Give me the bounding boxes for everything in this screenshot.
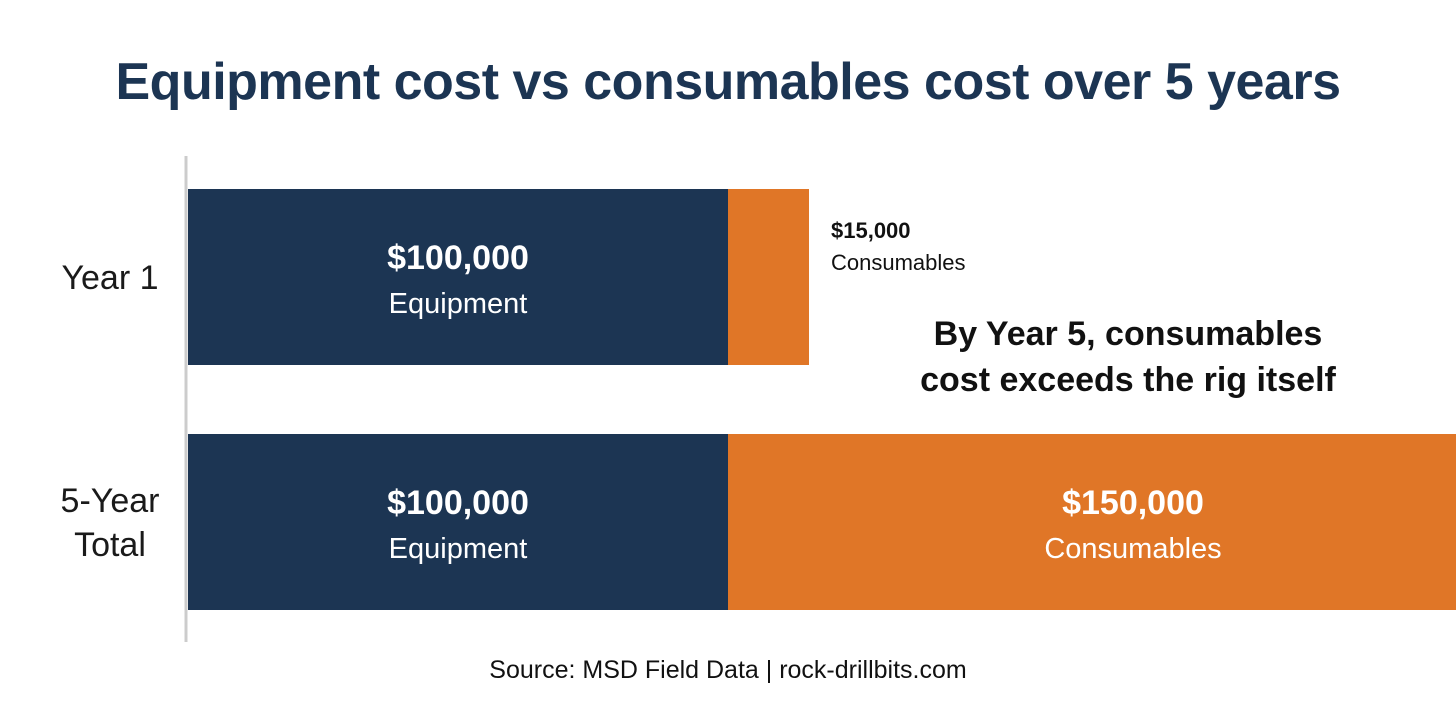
data-label-value: $100,000 bbox=[387, 239, 529, 277]
annotation-line: By Year 5, consumables bbox=[934, 315, 1323, 353]
bar-consumables-0 bbox=[728, 189, 809, 365]
annotation-line: cost exceeds the rig itself bbox=[920, 361, 1336, 399]
category-label: 5-Year bbox=[61, 482, 160, 520]
data-label-series: Consumables bbox=[1044, 533, 1221, 565]
chart-title: Equipment cost vs consumables cost over … bbox=[115, 53, 1341, 111]
data-label-series: Consumables bbox=[831, 250, 966, 275]
data-label-value: $100,000 bbox=[387, 484, 529, 522]
bar-equipment-0 bbox=[188, 189, 728, 365]
source-note: Source: MSD Field Data | rock-drillbits.… bbox=[489, 656, 967, 684]
data-label-series: Equipment bbox=[389, 533, 528, 565]
bars-layer bbox=[188, 189, 1456, 610]
data-label-value: $15,000 bbox=[831, 218, 911, 243]
bar-equipment-1 bbox=[188, 434, 728, 610]
data-label-value: $150,000 bbox=[1062, 484, 1204, 522]
category-label: Total bbox=[74, 526, 146, 564]
data-label-series: Equipment bbox=[389, 288, 528, 320]
bar-consumables-1 bbox=[728, 434, 1456, 610]
labels-layer: Year 1 $100,000 Equipment $15,000 Consumable… bbox=[61, 218, 1222, 565]
annotation: By Year 5, consumables cost exceeds the r… bbox=[920, 315, 1336, 399]
category-label: Year 1 bbox=[61, 259, 158, 297]
